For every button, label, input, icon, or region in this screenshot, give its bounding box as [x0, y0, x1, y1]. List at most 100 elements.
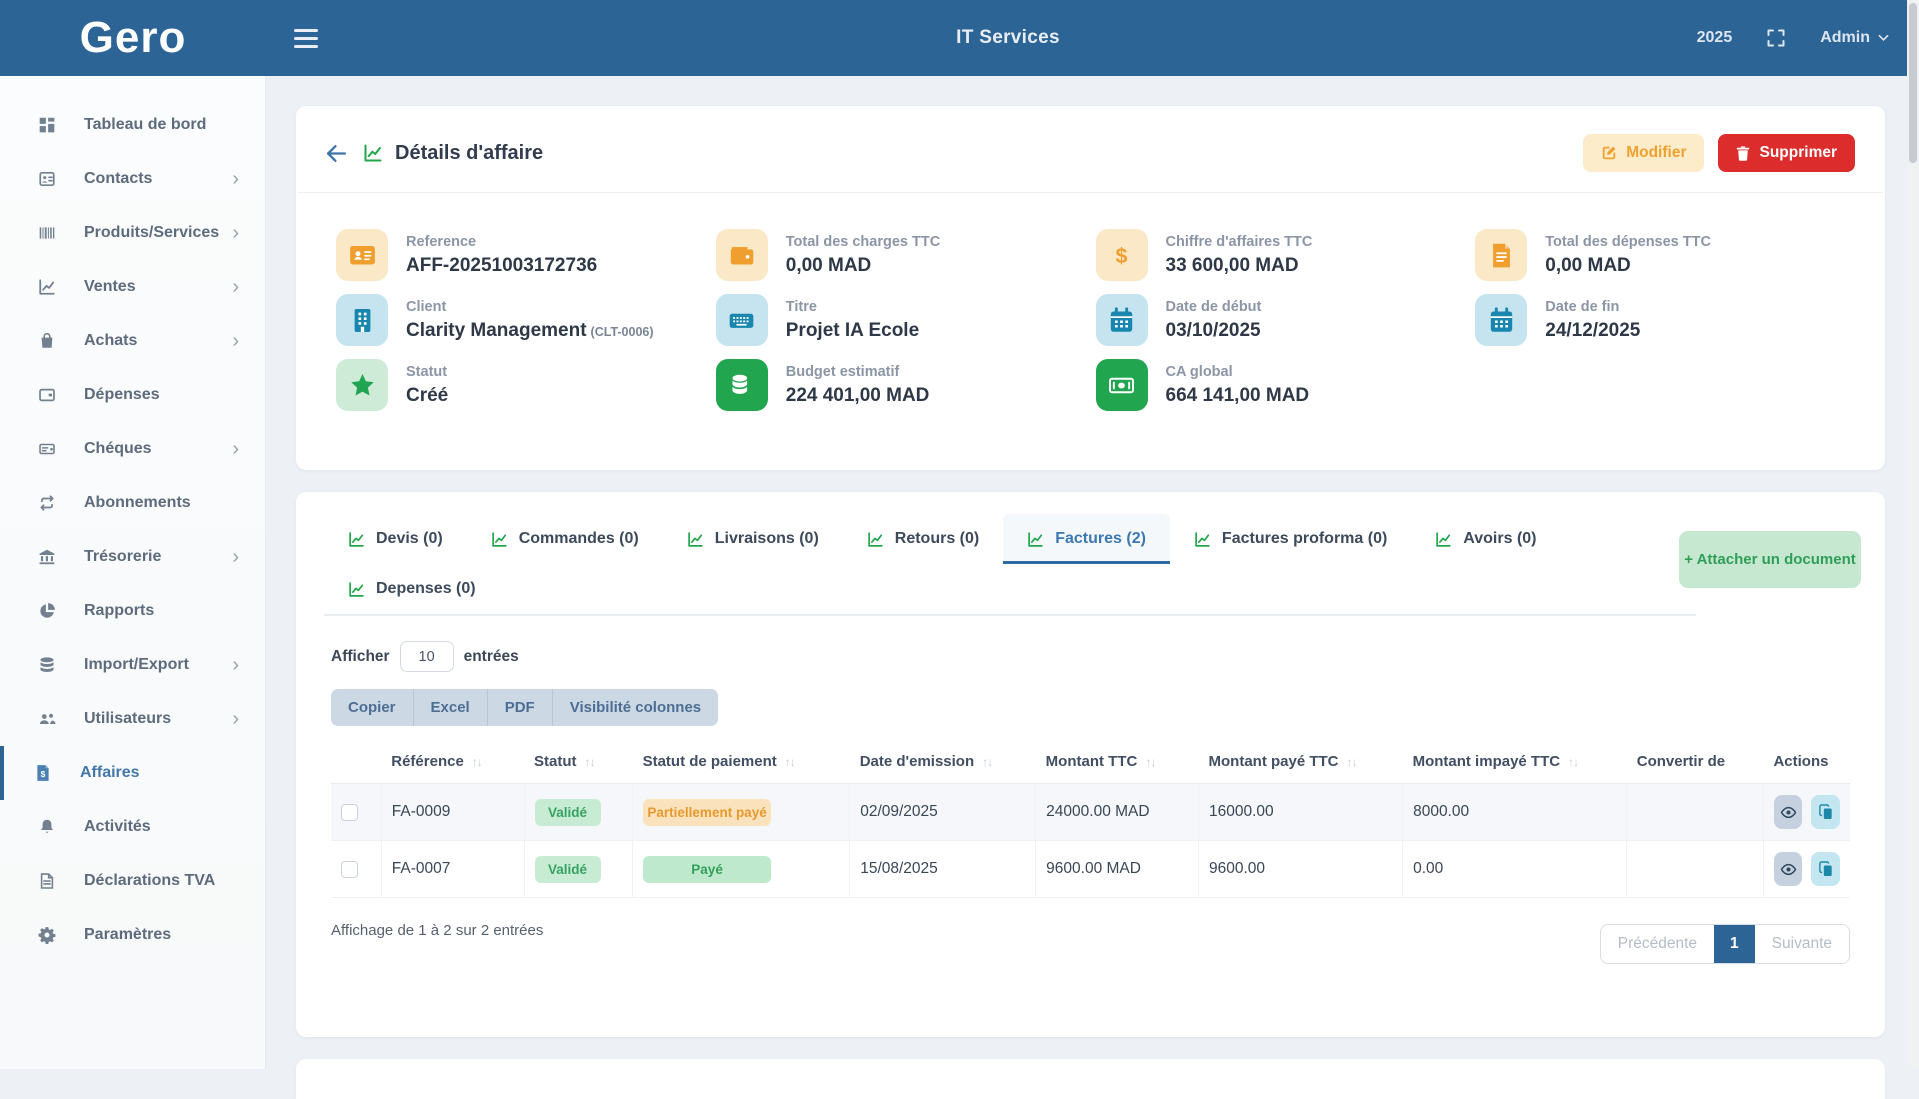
tab-factures[interactable]: Factures (2): [1003, 514, 1170, 564]
sort-icon[interactable]: ↑↓: [1347, 755, 1357, 769]
page-scrollbar[interactable]: [1907, 0, 1919, 1069]
sidebar-item-depenses[interactable]: Dépenses: [0, 368, 265, 422]
sort-icon[interactable]: ↑↓: [1568, 755, 1578, 769]
col-montant-impaye[interactable]: Montant impayé TTC↑↓: [1403, 740, 1627, 784]
sidebar-item-achats[interactable]: Achats ›: [0, 314, 265, 368]
attach-document-button[interactable]: + Attacher un document: [1679, 531, 1861, 588]
chevron-right-icon: ›: [232, 547, 239, 567]
col-montant-paye[interactable]: Montant payé TTC↑↓: [1199, 740, 1403, 784]
tab-devis[interactable]: Devis (0): [324, 514, 467, 564]
col-statut[interactable]: Statut↑↓: [524, 740, 633, 784]
cell-convertir: [1627, 841, 1764, 898]
tab-livraisons[interactable]: Livraisons (0): [663, 514, 843, 564]
col-date-emission[interactable]: Date d'emission↑↓: [850, 740, 1036, 784]
pie-chart-icon: [38, 602, 58, 620]
duplicate-button[interactable]: [1811, 852, 1840, 886]
keyboard-icon: [716, 294, 768, 346]
chevron-right-icon: ›: [232, 169, 239, 189]
table-row: FA-0007 Validé Payé 15/08/2025 9600.00 M…: [331, 841, 1850, 898]
status-badge: Validé: [535, 799, 601, 826]
sidebar-item-produits-services[interactable]: Produits/Services ›: [0, 206, 265, 260]
sidebar-item-parametres[interactable]: Paramètres: [0, 908, 265, 962]
excel-button[interactable]: Excel: [413, 689, 487, 726]
next-page-button[interactable]: Suivante: [1755, 925, 1849, 963]
database-icon: [38, 656, 58, 674]
chart-line-icon: [38, 278, 58, 296]
pdf-button[interactable]: PDF: [487, 689, 552, 726]
sidebar-item-declarations-tva[interactable]: Déclarations TVA: [0, 854, 265, 908]
chart-line-icon: [491, 531, 508, 548]
col-reference[interactable]: Référence↑↓: [381, 740, 524, 784]
user-menu[interactable]: Admin: [1820, 29, 1889, 47]
sort-icon[interactable]: ↑↓: [982, 755, 992, 769]
sidebar-item-affaires[interactable]: $ Affaires: [0, 746, 265, 800]
chevron-down-icon: [1878, 34, 1889, 42]
menu-toggle-button[interactable]: [294, 29, 318, 48]
cell-paye: 16000.00: [1199, 784, 1403, 841]
view-button[interactable]: [1774, 795, 1803, 829]
duplicate-button[interactable]: [1811, 795, 1840, 829]
year-selector[interactable]: 2025: [1697, 29, 1733, 47]
sidebar-item-tableau-de-bord[interactable]: Tableau de bord: [0, 98, 265, 152]
copy-button[interactable]: Copier: [331, 689, 413, 726]
tab-depenses[interactable]: Depenses (0): [324, 564, 500, 614]
modify-button[interactable]: Modifier: [1583, 134, 1704, 172]
tab-factures-proforma[interactable]: Factures proforma (0): [1170, 514, 1411, 564]
cell-impaye: 0.00: [1403, 841, 1627, 898]
sort-icon[interactable]: ↑↓: [1145, 755, 1155, 769]
previous-page-button[interactable]: Précédente: [1601, 925, 1714, 963]
sidebar-item-import-export[interactable]: Import/Export ›: [0, 638, 265, 692]
delete-button[interactable]: Supprimer: [1718, 134, 1855, 172]
cell-paye: 9600.00: [1199, 841, 1403, 898]
cell-reference: FA-0009: [381, 784, 524, 841]
sidebar-item-activites[interactable]: Activités: [0, 800, 265, 854]
table-header-row: Référence↑↓ Statut↑↓ Statut de paiement↑…: [331, 740, 1850, 784]
cell-impaye: 8000.00: [1403, 784, 1627, 841]
sidebar-item-ventes[interactable]: Ventes ›: [0, 260, 265, 314]
documents-card: Devis (0) Commandes (0) Livraisons (0) R…: [296, 492, 1885, 1037]
row-checkbox[interactable]: [341, 861, 358, 878]
sidebar-item-contacts[interactable]: Contacts ›: [0, 152, 265, 206]
barcode-icon: [38, 224, 58, 242]
id-card-icon: [336, 229, 388, 281]
sidebar-item-tresorerie[interactable]: Trésorerie ›: [0, 530, 265, 584]
col-actions: Actions: [1763, 740, 1850, 784]
entries-per-page-input[interactable]: [400, 641, 454, 672]
copy-icon: [1819, 861, 1833, 877]
sidebar-item-rapports[interactable]: Rapports: [0, 584, 265, 638]
sidebar-item-utilisateurs[interactable]: Utilisateurs ›: [0, 692, 265, 746]
row-checkbox[interactable]: [341, 804, 358, 821]
chart-line-icon: [1435, 531, 1452, 548]
eye-icon: [1780, 806, 1797, 819]
svg-text:$: $: [41, 769, 46, 779]
tab-retours[interactable]: Retours (0): [843, 514, 1003, 564]
sidebar-item-abonnements[interactable]: Abonnements: [0, 476, 265, 530]
view-button[interactable]: [1774, 852, 1803, 886]
fullscreen-icon[interactable]: [1766, 28, 1786, 48]
users-icon: [38, 710, 58, 728]
back-button[interactable]: [326, 144, 347, 163]
column-visibility-button[interactable]: Visibilité colonnes: [552, 689, 718, 726]
eye-icon: [1780, 863, 1797, 876]
cell-date: 15/08/2025: [850, 841, 1036, 898]
sort-icon[interactable]: ↑↓: [785, 755, 795, 769]
tab-avoirs[interactable]: Avoirs (0): [1411, 514, 1560, 564]
chevron-right-icon: ›: [232, 223, 239, 243]
chart-line-icon: [348, 531, 365, 548]
sidebar: Tableau de bord Contacts › Produits/Serv…: [0, 76, 266, 1069]
col-montant-ttc[interactable]: Montant TTC↑↓: [1036, 740, 1199, 784]
sort-icon[interactable]: ↑↓: [472, 755, 482, 769]
tab-commandes[interactable]: Commandes (0): [467, 514, 663, 564]
cell-date: 02/09/2025: [850, 784, 1036, 841]
sidebar-item-cheques[interactable]: Chéques ›: [0, 422, 265, 476]
scrollbar-thumb[interactable]: [1909, 3, 1917, 163]
user-name: Admin: [1820, 29, 1870, 47]
col-statut-paiement[interactable]: Statut de paiement↑↓: [633, 740, 850, 784]
sort-icon[interactable]: ↑↓: [585, 755, 595, 769]
page-number[interactable]: 1: [1714, 925, 1755, 963]
invoices-table: Référence↑↓ Statut↑↓ Statut de paiement↑…: [331, 740, 1850, 898]
